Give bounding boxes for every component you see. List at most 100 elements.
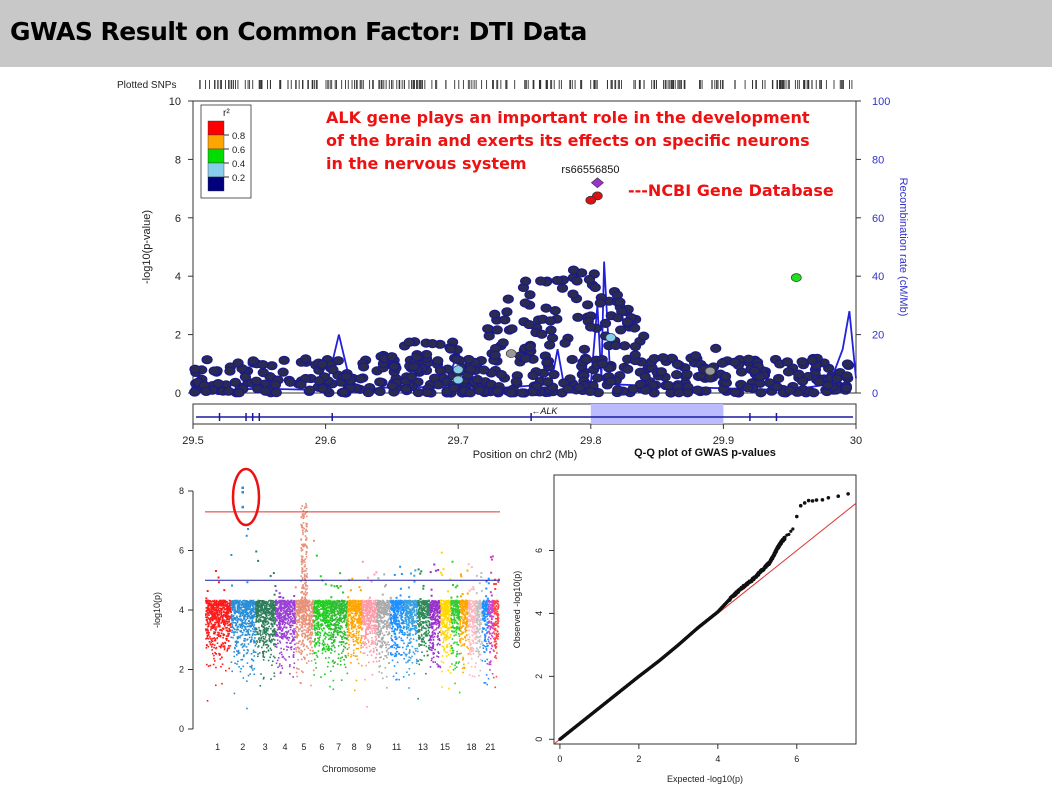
manhattan-snp [289,621,292,623]
manhattan-snp [356,641,358,643]
manhattan-snp [255,603,258,606]
manhattan-snp [317,604,320,607]
manhattan-snp [327,612,329,615]
manhattan-snp [342,648,345,651]
manhattan-snp [299,610,302,613]
manhattan-snp [337,604,340,607]
manhattan-snp [213,600,216,603]
manhattan-snp [305,599,308,602]
manhattan-snp [327,607,329,609]
manhattan-snp [324,621,327,624]
manhattan-snp [360,639,362,641]
manhattan-snp [223,645,226,647]
manhattan-snp [312,599,314,602]
manhattan-snp [319,623,322,626]
manhattan-snp [238,604,241,606]
manhattan-snp [322,600,325,602]
manhattan-snp [211,646,213,648]
manhattan-snp [314,627,316,629]
manhattan-snp [321,642,324,645]
legend-swatch [207,134,225,150]
manhattan-snp [355,628,358,631]
manhattan-snp [278,605,281,608]
manhattan-snp [296,608,298,611]
manhattan-snp [356,602,359,605]
manhattan-snp [230,623,232,625]
manhattan-snp [329,670,332,673]
manhattan-snp [273,622,276,624]
manhattan-snp [344,654,347,657]
manhattan-snp [360,607,362,609]
manhattan-snp [293,632,295,635]
manhattan-snp [289,642,291,645]
manhattan-snp [261,624,263,626]
manhattan-snp [220,602,223,605]
manhattan-snp [263,676,265,679]
manhattan-snp [285,634,288,637]
manhattan-snp [346,672,349,675]
manhattan-snp [279,672,282,674]
manhattan-snp [264,607,266,609]
manhattan-snp [254,605,257,607]
manhattan-snp [301,587,304,590]
manhattan-snp [315,554,318,557]
manhattan-snp [319,618,322,621]
snp-point [540,303,552,313]
manhattan-snp [297,634,300,636]
manhattan-snp [309,640,312,642]
manhattan-snp [334,646,336,649]
manhattan-snp [272,614,274,617]
manhattan-snp [235,602,237,604]
snp-point [572,312,584,322]
manhattan-snp [256,620,258,623]
manhattan-snp [305,522,308,525]
manhattan-snp [293,643,296,646]
manhattan-snp [302,522,305,524]
manhattan-snp [351,621,353,624]
manhattan-snp [293,605,296,607]
manhattan-snp [217,633,219,636]
manhattan-snp [355,606,357,608]
manhattan-snp [356,619,358,622]
manhattan-snp [319,613,321,616]
manhattan-snp [283,635,286,638]
manhattan-snp [329,634,332,637]
snp-point [639,372,651,382]
manhattan-snp [286,604,289,607]
manhattan-snp [243,643,246,645]
manhattan-snp [220,599,222,602]
manhattan-snp [301,617,303,619]
manhattan-snp [330,610,332,613]
manhattan-snp [274,632,276,634]
manhattan-snp [341,626,343,629]
manhattan-snp [354,625,357,627]
manhattan-snp [292,604,295,607]
manhattan-snp [295,616,298,619]
manhattan-snp [289,606,292,608]
manhattan-snp [239,670,242,673]
manhattan-snp [317,623,319,625]
manhattan-snp [302,671,304,674]
manhattan-snp [276,629,279,631]
manhattan-snp [312,624,314,627]
manhattan-snp [323,648,325,650]
manhattan-snp [231,631,233,634]
snp-point [749,366,761,376]
snp-point [796,357,808,367]
manhattan-snp [220,643,223,646]
manhattan-snp [207,633,210,636]
manhattan-snp [285,626,288,629]
manhattan-snp [233,627,235,630]
snp-point [278,355,290,365]
manhattan-snp [216,637,219,640]
manhattan-snp [360,608,363,611]
manhattan-snp [368,599,370,602]
manhattan-snp [214,570,217,573]
manhattan-snp [243,603,246,605]
manhattan-snp [260,637,262,640]
manhattan-snp [352,625,355,628]
manhattan-snp [217,635,220,638]
manhattan-snp [212,612,215,615]
manhattan-snp [373,650,375,652]
manhattan-snp [300,591,303,594]
